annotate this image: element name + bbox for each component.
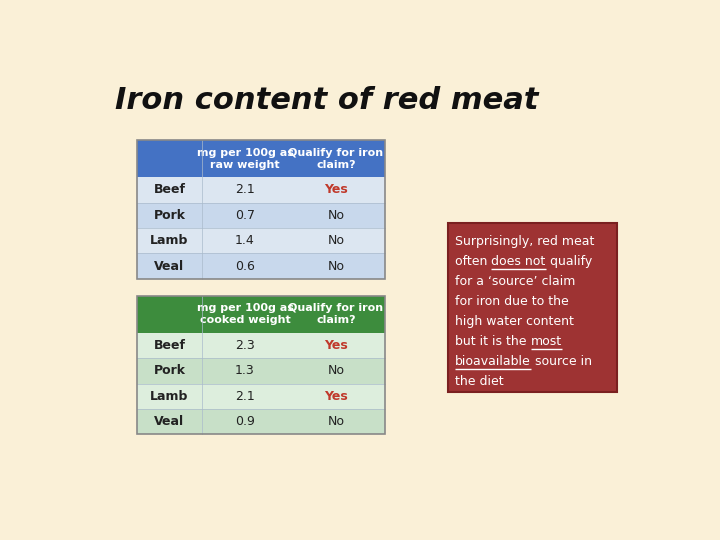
Text: Qualify for iron
claim?: Qualify for iron claim? (289, 303, 384, 326)
Text: 2.1: 2.1 (235, 390, 255, 403)
Bar (137, 177, 384, 202)
Text: 2.1: 2.1 (235, 184, 255, 197)
Text: 0.9: 0.9 (235, 415, 255, 428)
Text: does not: does not (492, 255, 546, 268)
Text: mg per 100g as
cooked weight: mg per 100g as cooked weight (197, 303, 294, 326)
Text: No: No (328, 234, 345, 247)
Bar (137, 296, 384, 434)
Bar (137, 358, 384, 383)
Text: No: No (328, 260, 345, 273)
Bar (137, 409, 384, 434)
Text: No: No (328, 364, 345, 377)
Text: mg per 100g as
raw weight: mg per 100g as raw weight (197, 147, 294, 170)
Text: Beef: Beef (153, 339, 186, 352)
Bar (137, 140, 384, 177)
Text: Veal: Veal (154, 260, 184, 273)
Text: Yes: Yes (324, 339, 348, 352)
Text: bioavailable: bioavailable (455, 355, 531, 368)
Bar (137, 202, 384, 228)
Bar (137, 228, 384, 253)
Text: Pork: Pork (153, 209, 186, 222)
Text: Pork: Pork (153, 364, 186, 377)
Text: source in: source in (531, 355, 592, 368)
Text: for iron due to the: for iron due to the (455, 295, 569, 308)
Text: Yes: Yes (324, 184, 348, 197)
Text: Veal: Veal (154, 415, 184, 428)
Text: No: No (328, 209, 345, 222)
Bar (137, 333, 384, 358)
FancyBboxPatch shape (448, 222, 617, 392)
Text: 0.6: 0.6 (235, 260, 255, 273)
Text: Yes: Yes (324, 390, 348, 403)
Text: Lamb: Lamb (150, 234, 189, 247)
Bar (137, 383, 384, 409)
Text: but it is the: but it is the (455, 335, 531, 348)
Text: high water content: high water content (455, 315, 574, 328)
Text: Iron content of red meat: Iron content of red meat (114, 86, 538, 116)
Text: Beef: Beef (153, 184, 186, 197)
Text: the diet: the diet (455, 375, 504, 388)
Bar (137, 296, 384, 333)
Text: 2.3: 2.3 (235, 339, 255, 352)
Bar (137, 140, 384, 279)
Text: Qualify for iron
claim?: Qualify for iron claim? (289, 147, 384, 170)
Text: qualify: qualify (546, 255, 592, 268)
Text: No: No (328, 415, 345, 428)
Text: most: most (531, 335, 562, 348)
Text: for a ‘source’ claim: for a ‘source’ claim (455, 275, 575, 288)
Text: often: often (455, 255, 492, 268)
Text: Surprisingly, red meat: Surprisingly, red meat (455, 235, 595, 248)
Bar (137, 253, 384, 279)
Text: 1.4: 1.4 (235, 234, 255, 247)
Text: Lamb: Lamb (150, 390, 189, 403)
Text: 0.7: 0.7 (235, 209, 255, 222)
Text: 1.3: 1.3 (235, 364, 255, 377)
